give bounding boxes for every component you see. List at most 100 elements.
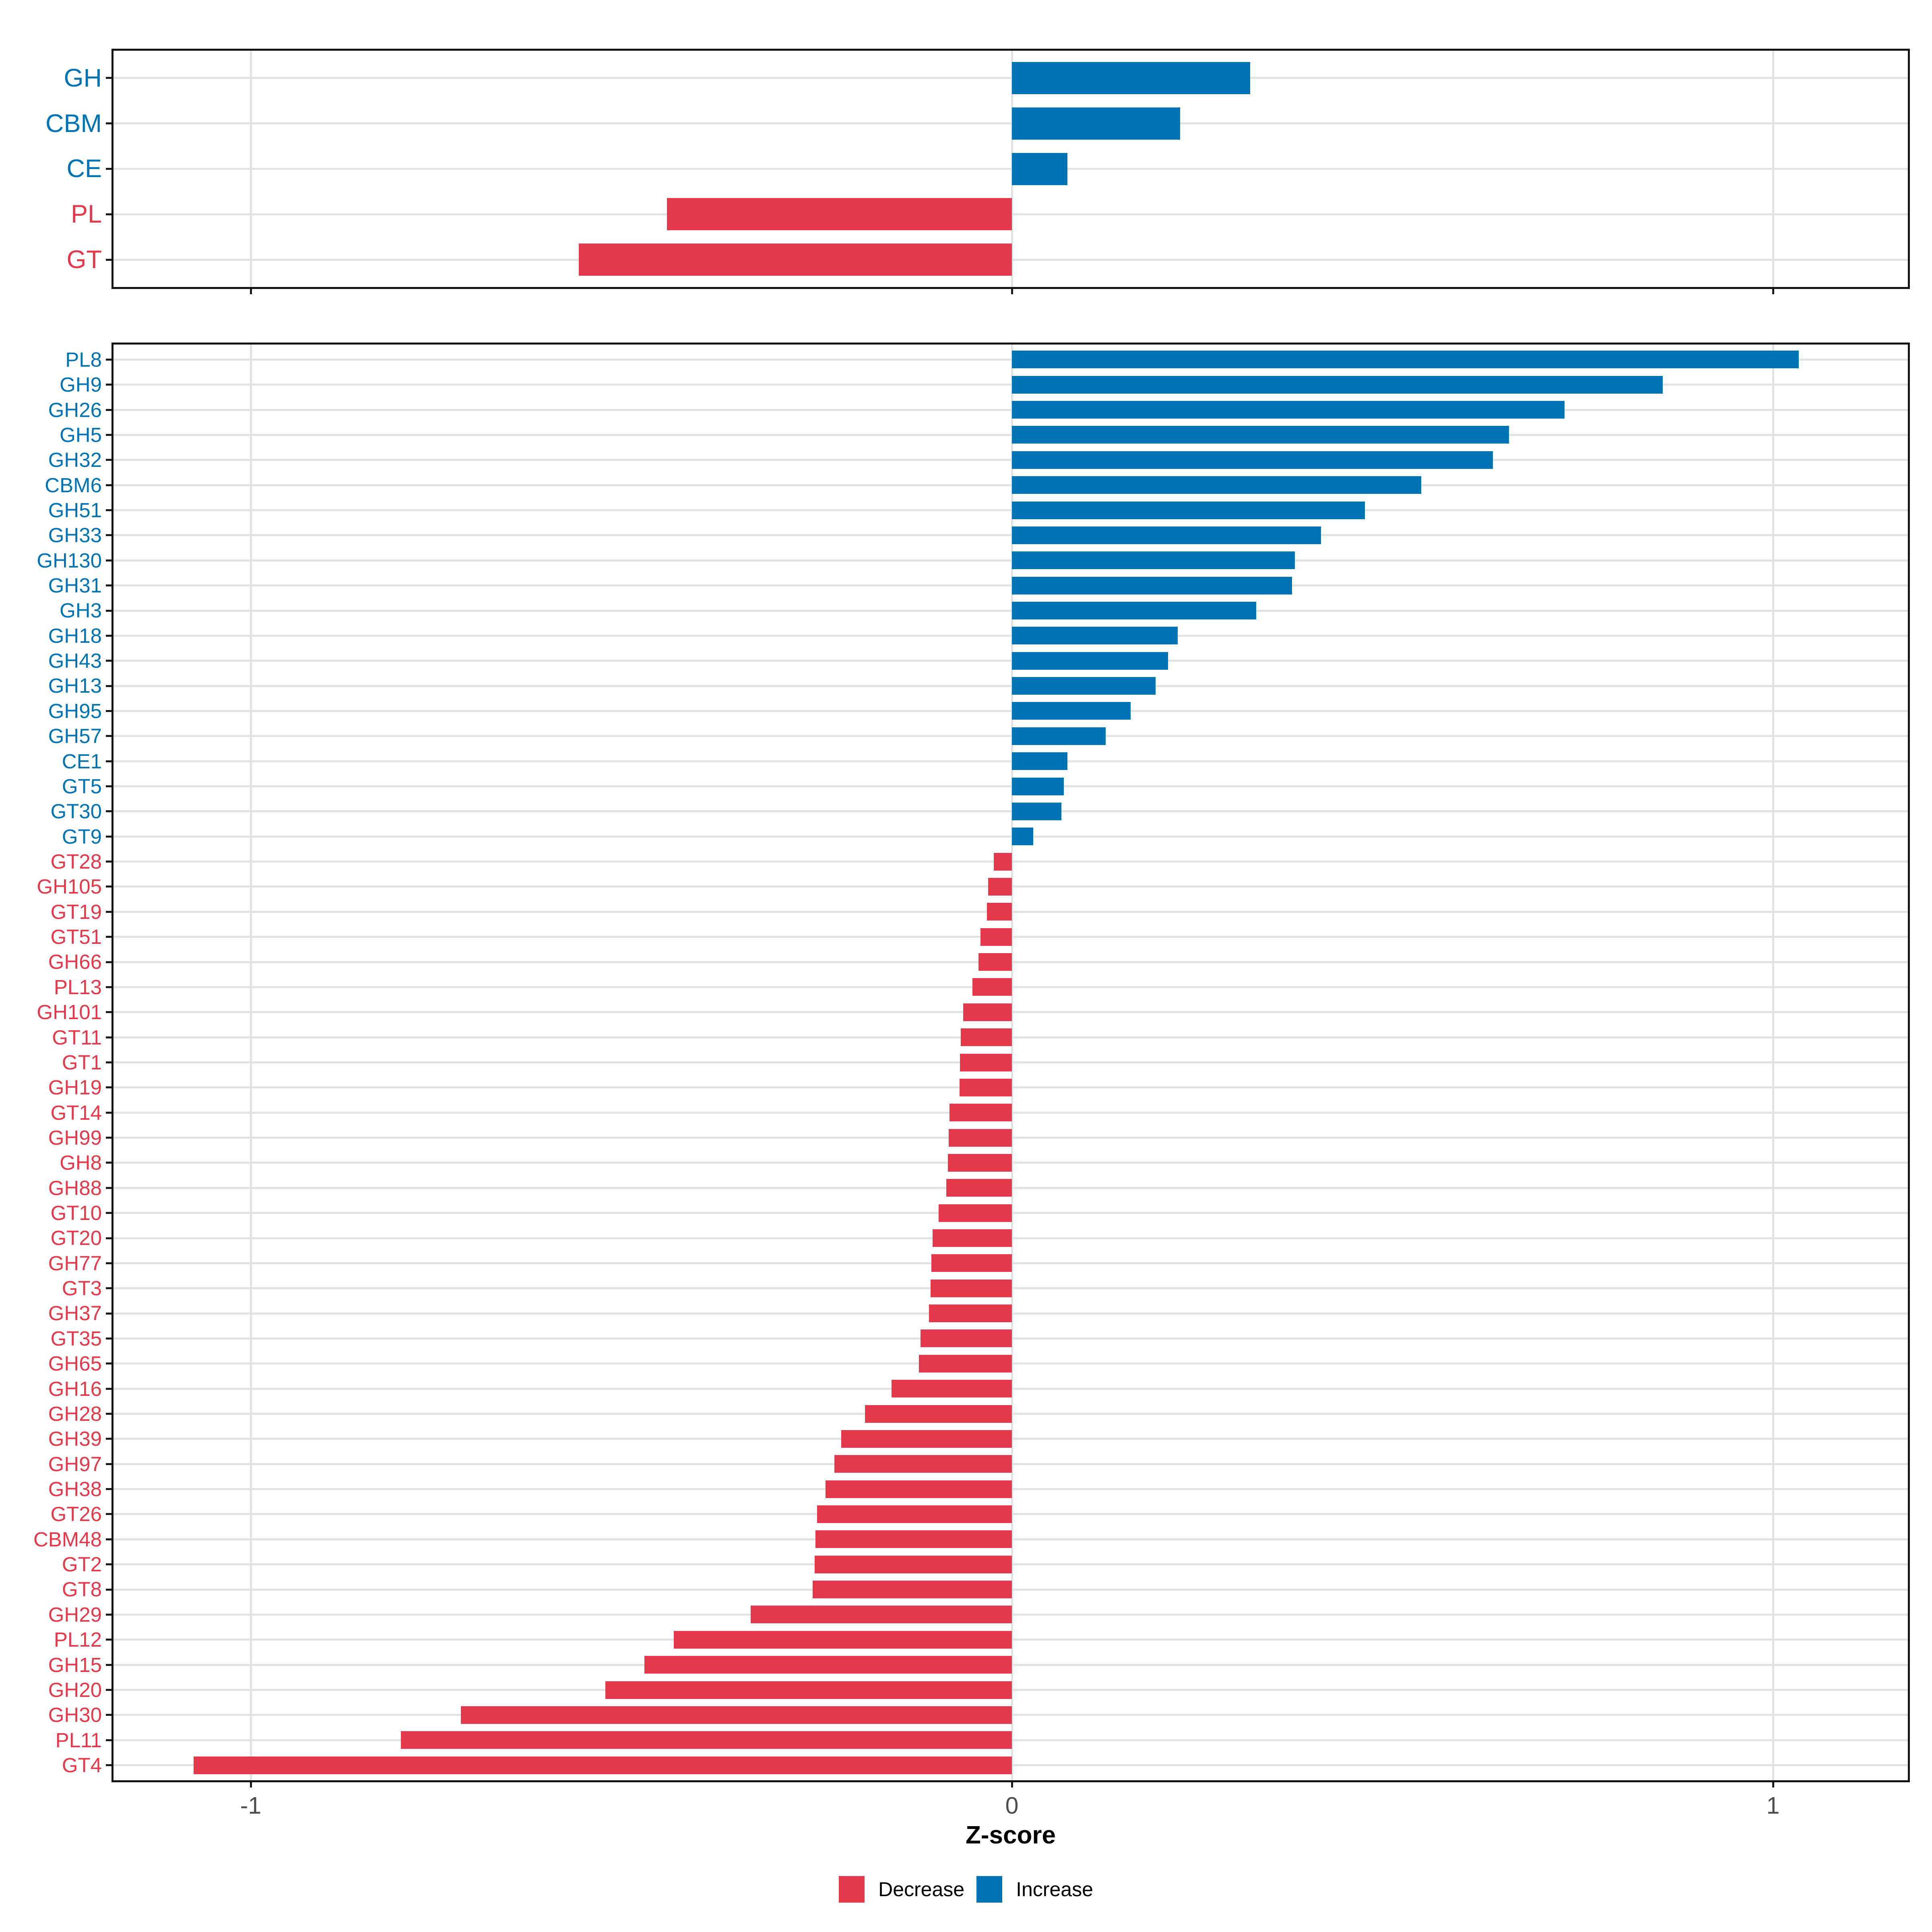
bar-gt26	[817, 1505, 1012, 1523]
y-tick-mark	[106, 384, 111, 386]
bar-gh77	[931, 1254, 1012, 1272]
bar-gh	[1012, 62, 1250, 94]
y-tick-mark	[106, 1362, 111, 1365]
bar-gh15	[644, 1656, 1012, 1674]
y-tick-mark	[106, 835, 111, 838]
y-tick-mark	[106, 1111, 111, 1114]
row-label-gt5: GT5	[62, 774, 102, 798]
y-tick-mark	[106, 1488, 111, 1490]
row-label-gh99: GH99	[48, 1126, 102, 1149]
gridline-horizontal	[114, 810, 1908, 813]
y-tick-mark	[106, 559, 111, 561]
row-label-pl: PL	[70, 200, 102, 229]
row-label-gt20: GT20	[50, 1226, 102, 1250]
bar-gt11	[961, 1028, 1012, 1046]
row-label-gt28: GT28	[50, 850, 102, 873]
x-tick-label-1: 1	[1766, 1792, 1780, 1819]
y-tick-mark	[106, 1463, 111, 1465]
y-tick-mark	[106, 122, 111, 125]
upper-panel-cazyme-classes	[111, 49, 1910, 289]
bar-gt10	[939, 1204, 1012, 1222]
row-label-gh15: GH15	[48, 1653, 102, 1676]
gridline-vertical	[250, 345, 252, 1780]
bar-gh9	[1012, 376, 1663, 394]
bar-gh99	[949, 1129, 1012, 1147]
row-label-gt: GT	[66, 246, 102, 274]
row-label-gh38: GH38	[48, 1478, 102, 1501]
row-label-gt26: GT26	[50, 1503, 102, 1526]
row-label-gt10: GT10	[50, 1201, 102, 1225]
gridline-horizontal	[114, 168, 1908, 170]
row-label-gh30: GH30	[48, 1703, 102, 1727]
row-label-gh65: GH65	[48, 1352, 102, 1375]
bar-gh19	[959, 1078, 1012, 1096]
row-label-gh9: GH9	[60, 373, 102, 396]
bar-gt9	[1012, 828, 1033, 846]
gridline-horizontal	[114, 122, 1908, 125]
y-tick-mark	[106, 433, 111, 436]
y-tick-mark	[106, 1714, 111, 1716]
bar-gh88	[946, 1179, 1012, 1197]
gridline-horizontal	[114, 484, 1908, 486]
gridline-horizontal	[114, 710, 1908, 712]
bar-gh57	[1012, 727, 1106, 745]
row-label-pl8: PL8	[65, 348, 102, 371]
row-label-gh29: GH29	[48, 1603, 102, 1626]
bar-gh5	[1012, 426, 1509, 444]
y-tick-mark	[106, 936, 111, 938]
bar-gh16	[892, 1380, 1012, 1398]
bar-gt2	[815, 1555, 1012, 1573]
y-tick-mark	[106, 710, 111, 712]
bar-gt1	[960, 1053, 1012, 1071]
bar-gh18	[1012, 627, 1178, 645]
bar-gt8	[812, 1581, 1012, 1599]
gridline-horizontal	[114, 77, 1908, 79]
row-label-gh32: GH32	[48, 448, 102, 472]
bar-gh13	[1012, 677, 1156, 695]
bar-gt28	[993, 852, 1012, 871]
row-label-gt14: GT14	[50, 1101, 102, 1124]
x-tick-mark	[250, 1782, 252, 1788]
y-tick-mark	[106, 735, 111, 737]
bar-gh101	[963, 1003, 1012, 1021]
gridline-vertical	[250, 51, 252, 287]
row-label-gt3: GT3	[62, 1277, 102, 1300]
gridline-vertical	[1772, 345, 1774, 1780]
y-tick-mark	[106, 1162, 111, 1164]
bar-pl11	[400, 1731, 1012, 1749]
row-label-gt30: GT30	[50, 800, 102, 823]
bar-gh28	[865, 1405, 1012, 1423]
bar-gh8	[948, 1154, 1012, 1172]
gridline-horizontal	[114, 433, 1908, 436]
y-tick-mark	[106, 168, 111, 170]
row-label-ce: CE	[66, 155, 102, 183]
bar-gt20	[933, 1229, 1012, 1247]
row-label-gh28: GH28	[48, 1402, 102, 1425]
y-tick-mark	[106, 609, 111, 612]
y-tick-mark	[106, 1036, 111, 1038]
gridline-horizontal	[114, 685, 1908, 687]
y-tick-mark	[106, 1664, 111, 1666]
row-label-cbm6: CBM6	[45, 473, 102, 497]
bar-ce1	[1012, 752, 1068, 770]
bar-cbm	[1012, 107, 1180, 140]
bar-gh30	[460, 1706, 1012, 1724]
row-label-cbm48: CBM48	[33, 1527, 102, 1551]
gridline-horizontal	[114, 785, 1908, 788]
row-label-ce1: CE1	[62, 749, 102, 773]
bar-gt5	[1012, 777, 1064, 795]
bar-gh3	[1012, 602, 1256, 620]
y-tick-mark	[106, 634, 111, 637]
row-label-gh3: GH3	[60, 599, 102, 622]
y-tick-mark	[106, 1011, 111, 1013]
y-tick-mark	[106, 986, 111, 988]
y-tick-mark	[106, 459, 111, 461]
row-label-pl11: PL11	[55, 1728, 102, 1752]
y-tick-mark	[106, 1438, 111, 1440]
bar-gt35	[921, 1329, 1012, 1348]
row-label-gh19: GH19	[48, 1076, 102, 1099]
y-tick-mark	[106, 1212, 111, 1214]
x-tick-label-neg1: -1	[240, 1792, 262, 1819]
y-tick-mark	[106, 1137, 111, 1139]
bar-pl12	[674, 1631, 1012, 1649]
